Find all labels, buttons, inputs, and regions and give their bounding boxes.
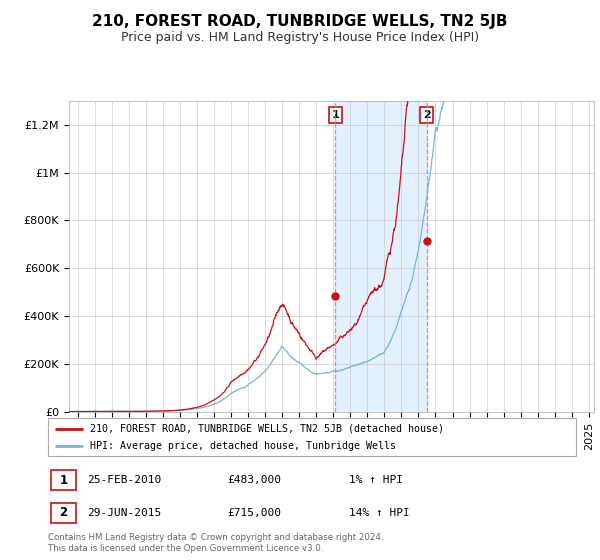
Text: 14% ↑ HPI: 14% ↑ HPI [349,508,410,518]
Text: 1: 1 [331,110,339,120]
Text: Price paid vs. HM Land Registry's House Price Index (HPI): Price paid vs. HM Land Registry's House … [121,31,479,44]
Text: 1: 1 [59,474,67,487]
Text: 2: 2 [59,506,67,519]
Text: £483,000: £483,000 [227,475,281,485]
Bar [335,101,427,412]
Text: £715,000: £715,000 [227,508,281,518]
Text: 210, FOREST ROAD, TUNBRIDGE WELLS, TN2 5JB (detached house): 210, FOREST ROAD, TUNBRIDGE WELLS, TN2 5… [90,423,444,433]
Text: 210, FOREST ROAD, TUNBRIDGE WELLS, TN2 5JB: 210, FOREST ROAD, TUNBRIDGE WELLS, TN2 5… [92,14,508,29]
Text: 29-JUN-2015: 29-JUN-2015 [88,508,162,518]
Text: 25-FEB-2010: 25-FEB-2010 [88,475,162,485]
Text: Contains HM Land Registry data © Crown copyright and database right 2024.
This d: Contains HM Land Registry data © Crown c… [48,533,383,553]
Text: 1% ↑ HPI: 1% ↑ HPI [349,475,403,485]
Bar [50,502,76,523]
Text: HPI: Average price, detached house, Tunbridge Wells: HPI: Average price, detached house, Tunb… [90,441,396,451]
Text: 2: 2 [423,110,430,120]
Bar [50,470,76,490]
